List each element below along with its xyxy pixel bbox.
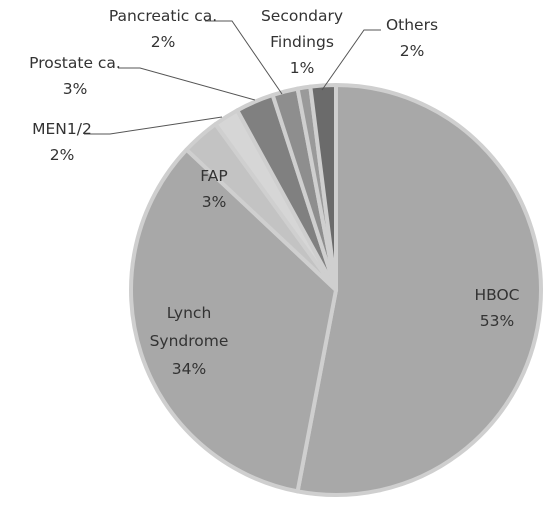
slice-label-pancreatic-ca: Pancreatic ca. 2% [109, 7, 217, 51]
slice-label-secondary-findings: Secondary Findings 1% [261, 7, 343, 77]
slice-label-men1-2: MEN1/2 2% [32, 120, 92, 164]
leader-line-pancreatic-ca [205, 20, 283, 95]
pie-slice-lynch-syndrome [129, 147, 338, 494]
slice-label-lynch-syndrome: Lynch Syndrome 34% [150, 304, 229, 378]
slice-labels: HBOC 53% Lynch Syndrome 34% FAP 3% MEN1/2 2% Pros… [29, 7, 519, 378]
leader-line-men1-2 [84, 116, 223, 135]
leader-lines [84, 20, 381, 135]
leader-line-others [321, 29, 381, 91]
slice-label-hboc: HBOC 53% [474, 286, 519, 330]
pie-slices [129, 83, 543, 497]
slice-label-others: Others 2% [386, 16, 438, 60]
leader-line-prostate-ca [118, 67, 256, 101]
slice-label-prostate-ca: Prostate ca. 3% [29, 54, 121, 98]
pie-slice-hboc [295, 83, 543, 497]
pie-slice-others [308, 83, 338, 292]
slice-label-fap: FAP 3% [200, 167, 227, 211]
